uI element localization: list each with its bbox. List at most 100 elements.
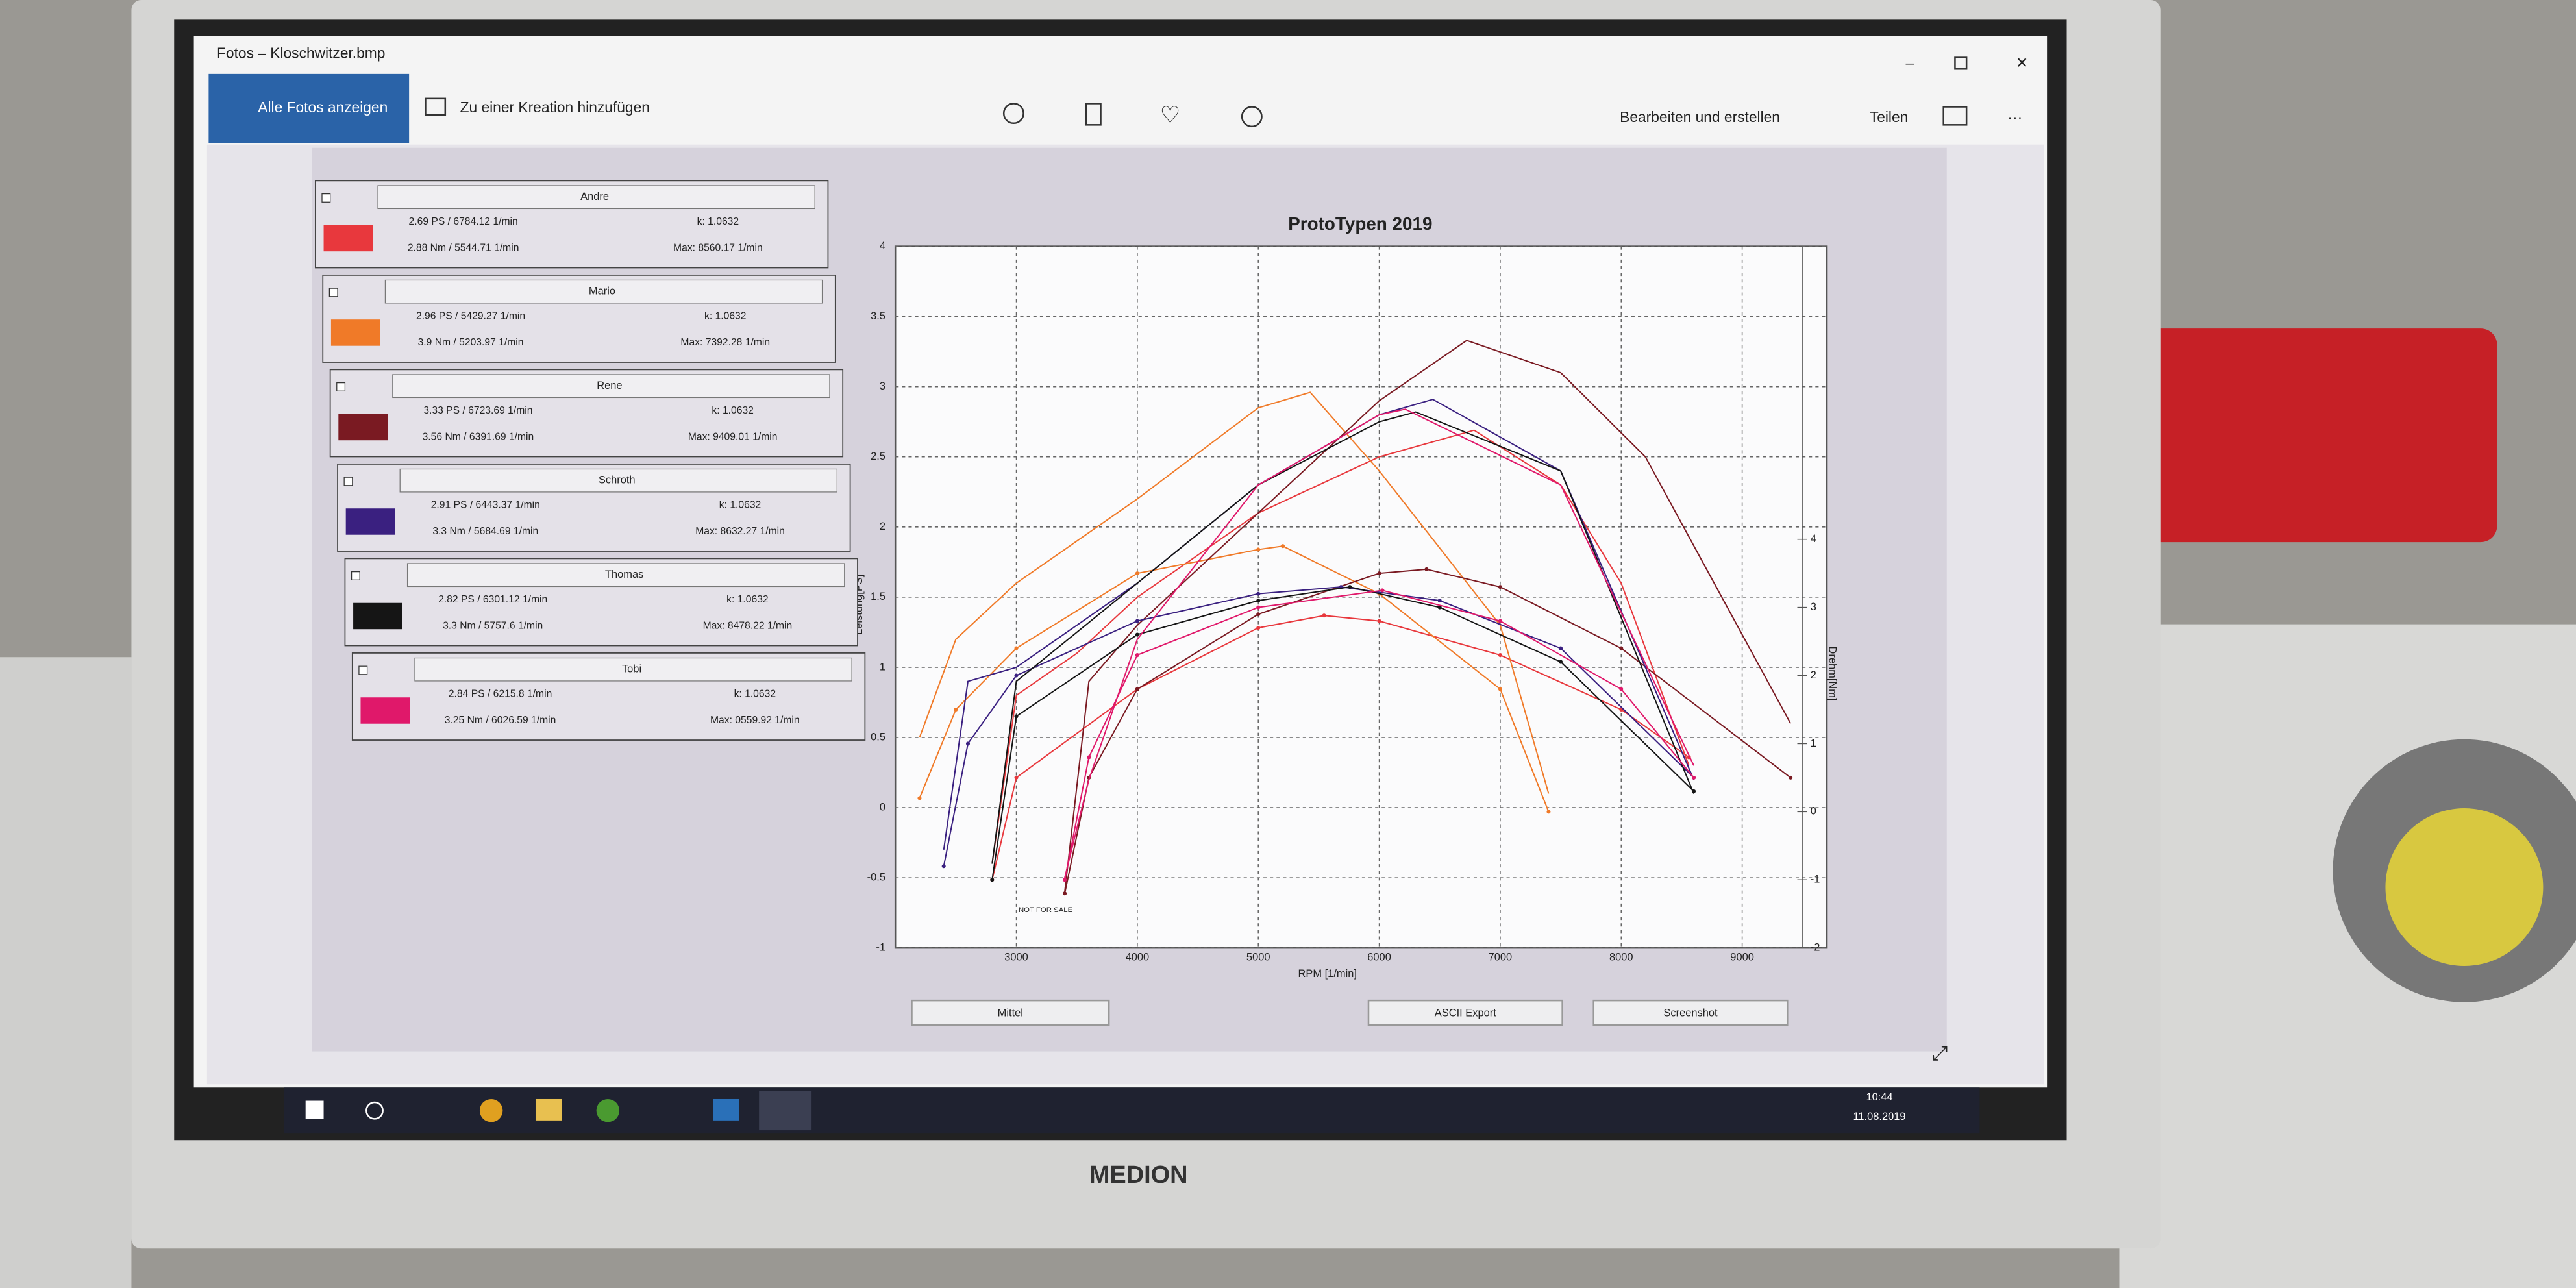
delete-icon[interactable]: [1085, 103, 1102, 126]
legend-stat: 2.69 PS / 6784.12 1/min: [409, 216, 518, 227]
search-button[interactable]: [365, 1101, 384, 1120]
torque-point: [1256, 547, 1261, 552]
all-photos-label: Alle Fotos anzeigen: [258, 99, 388, 116]
photos-icon-active[interactable]: [759, 1091, 812, 1131]
mittel-button[interactable]: [911, 999, 1110, 1026]
y-tick-label: 3.5: [871, 310, 886, 322]
legend-swatch: [353, 602, 402, 630]
torque-point: [1559, 646, 1563, 650]
torque-point: [1546, 810, 1551, 814]
torque-point: [1424, 567, 1429, 571]
start-button[interactable]: [305, 1100, 324, 1119]
legend-checkbox: [321, 193, 331, 203]
power-line: [1064, 340, 1792, 892]
torque-point: [1437, 599, 1442, 603]
torque-point: [941, 864, 946, 869]
speaker-center: [2385, 808, 2544, 966]
legend-checkbox: [336, 382, 346, 391]
y-tick-label: 0: [880, 801, 886, 813]
x-tick-label: 7000: [1489, 952, 1513, 963]
torque-point: [1063, 891, 1067, 896]
chart-title: ProtoTypen 2019: [1288, 214, 1432, 234]
y-tick-label: -1: [876, 942, 886, 954]
torque-point: [1014, 646, 1019, 650]
legend-name: Mario: [589, 286, 615, 297]
more-button[interactable]: ···: [2007, 108, 2022, 125]
window-title: Fotos – Kloschwitzer.bmp: [217, 45, 385, 62]
x-tick-label: 5000: [1246, 952, 1270, 963]
print-icon[interactable]: [1942, 106, 1968, 126]
legend-name: Thomas: [605, 569, 643, 580]
legend-stat: 2.91 PS / 6443.37 1/min: [431, 499, 540, 510]
y-tick-label: -0.5: [867, 871, 886, 883]
legend-name-box: [414, 657, 852, 682]
torque-point: [990, 878, 995, 882]
torque-point: [1377, 619, 1381, 623]
app-icon[interactable]: [596, 1098, 620, 1122]
torque-point: [917, 796, 922, 800]
y2-tick-label: 3: [1811, 601, 1816, 613]
legend-swatch: [345, 508, 395, 535]
close[interactable]: ✕: [2016, 55, 2028, 71]
minimize[interactable]: –: [1906, 55, 1914, 71]
torque-point: [1559, 660, 1563, 664]
torque-point: [1498, 687, 1502, 691]
legend-stat: 2.82 PS / 6301.12 1/min: [438, 594, 547, 605]
legend-stat: 3.33 PS / 6723.69 1/min: [423, 405, 532, 416]
y2-tick-label: 1: [1811, 737, 1816, 749]
torque-point: [1619, 646, 1624, 650]
x-axis-label: RPM [1/min]: [1298, 968, 1357, 980]
all-photos-button[interactable]: [208, 73, 410, 143]
screenshot-label: Screenshot: [1663, 1008, 1718, 1019]
ascii-export-label: ASCII Export: [1435, 1008, 1496, 1019]
torque-point: [1377, 571, 1381, 576]
torque-point: [1014, 673, 1019, 678]
legend-stat: Max: 8560.17 1/min: [673, 242, 763, 253]
y-tick-label: 2.5: [871, 451, 886, 462]
torque-line: [991, 586, 1694, 880]
legend-stat: 2.84 PS / 6215.8 1/min: [449, 688, 552, 699]
annotation: NOT FOR SALE: [1019, 906, 1073, 914]
legend-stat: Max: 8632.27 1/min: [695, 526, 785, 537]
power-line: [1064, 408, 1694, 878]
y2-tick-label: 0: [1811, 806, 1816, 817]
x-tick-label: 9000: [1730, 952, 1754, 963]
torque-point: [1256, 605, 1261, 610]
torque-point: [1437, 605, 1442, 610]
legend-swatch: [338, 414, 388, 441]
screenshot-button[interactable]: [1592, 999, 1789, 1026]
legend-name-box: [377, 185, 815, 210]
zoom-icon[interactable]: [1002, 103, 1024, 125]
legend-stat: k: 1.0632: [719, 499, 761, 510]
clock-date: 11.08.2019: [1853, 1111, 1905, 1122]
chrome-icon[interactable]: [479, 1098, 503, 1122]
explorer-icon[interactable]: [535, 1098, 562, 1121]
mittel-label: Mittel: [998, 1008, 1023, 1019]
y-tick-label: 0.5: [871, 731, 886, 743]
expand-icon[interactable]: ⤢: [1932, 1043, 1948, 1065]
legend-stat: Max: 9409.01 1/min: [688, 431, 778, 442]
clock-time: 10:44: [1866, 1091, 1892, 1103]
favorite-icon[interactable]: ♡: [1160, 102, 1181, 128]
torque-point: [1692, 775, 1696, 780]
share-button[interactable]: Teilen: [1870, 108, 1908, 125]
ascii-export-button[interactable]: [1367, 999, 1563, 1026]
y-tick-label: 1.5: [871, 591, 886, 602]
y2-tick-label: 4: [1811, 533, 1816, 545]
edit-button[interactable]: Bearbeiten und erstellen: [1620, 108, 1780, 125]
maximize[interactable]: [1954, 56, 1968, 70]
y2-tick-label: -1: [1811, 874, 1820, 886]
legend-checkbox: [358, 665, 368, 675]
legend-swatch: [330, 319, 380, 346]
torque-line: [1064, 589, 1694, 880]
legend-name: Schroth: [599, 475, 636, 486]
y-tick-label: 1: [880, 661, 886, 673]
torque-point: [1281, 544, 1285, 549]
y-tick-label: 4: [880, 240, 886, 252]
add-creation-button[interactable]: Zu einer Kreation hinzufügen: [460, 99, 650, 116]
x-tick-label: 3000: [1004, 952, 1028, 963]
rotate-icon[interactable]: [1241, 106, 1263, 128]
torque-point: [1256, 612, 1261, 617]
power-line: [919, 391, 1550, 794]
app-icon[interactable]: [713, 1098, 739, 1121]
